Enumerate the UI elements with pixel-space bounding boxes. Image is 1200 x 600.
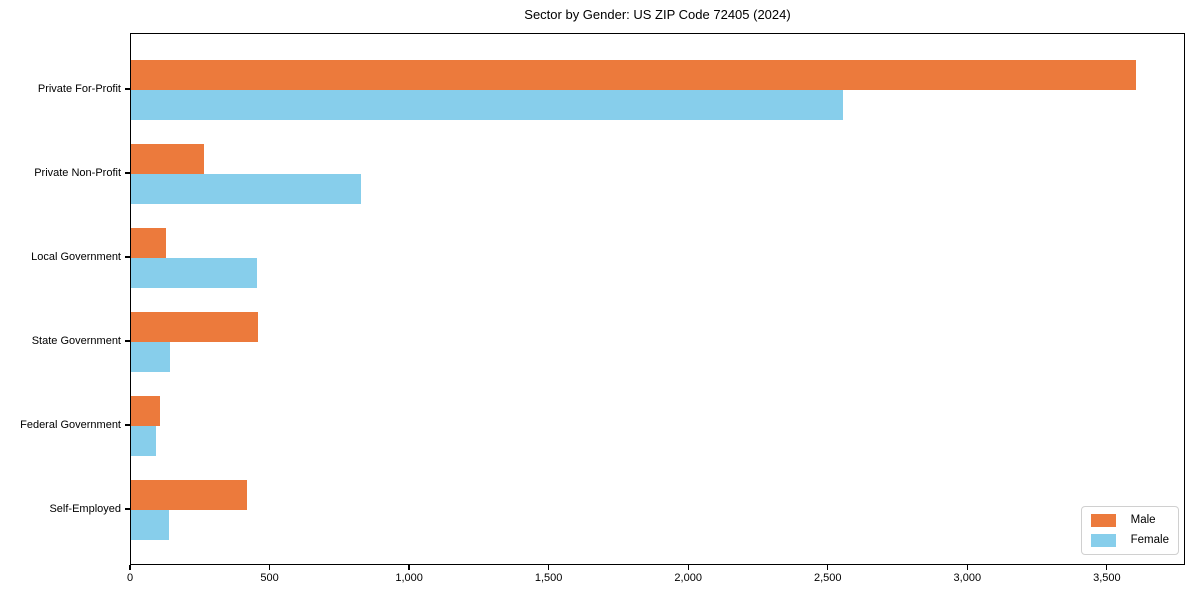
- female-bar-3: [131, 342, 171, 372]
- x-axis-tick-label: 0: [126, 572, 134, 584]
- x-axis-tick: [1106, 565, 1108, 570]
- male-bar-5: [131, 480, 247, 510]
- legend-item-male: Male: [1090, 514, 1169, 527]
- x-axis-tick: [687, 565, 689, 570]
- y-axis-tick: [125, 172, 130, 174]
- male-bar-4: [131, 396, 161, 426]
- legend-male-swatch-icon: [1090, 514, 1116, 527]
- y-axis-label: Federal Government: [20, 419, 121, 431]
- female-bar-5: [131, 510, 169, 540]
- x-axis-tick: [827, 565, 829, 570]
- y-axis-tick: [125, 340, 130, 342]
- x-axis-tick: [548, 565, 550, 570]
- male-bar-3: [131, 312, 258, 342]
- x-axis-tick-label: 500: [260, 572, 279, 584]
- x-axis-tick-label: 3,000: [953, 572, 982, 584]
- male-bar-0: [131, 60, 1136, 90]
- x-axis-tick: [408, 565, 410, 570]
- y-axis-label: Private For-Profit: [37, 83, 121, 95]
- y-axis-label: Private Non-Profit: [34, 167, 121, 179]
- y-axis-label: Self-Employed: [49, 503, 121, 515]
- x-axis-tick-label: 2,000: [674, 572, 702, 584]
- y-axis-tick: [125, 256, 130, 258]
- x-axis-tick-label: 1,000: [395, 572, 423, 584]
- female-bar-4: [131, 426, 157, 456]
- x-axis-tick: [268, 565, 271, 570]
- female-bar-1: [131, 174, 362, 204]
- x-axis-tick-label: 2,500: [813, 572, 842, 584]
- male-bar-2: [131, 228, 166, 258]
- y-axis-tick: [125, 424, 130, 426]
- female-bar-2: [131, 258, 257, 288]
- chart-title: Sector by Gender: US ZIP Code 72405 (202…: [524, 7, 791, 22]
- x-axis-tick-label: 3,500: [1093, 572, 1121, 584]
- y-axis-label: Local Government: [31, 251, 121, 263]
- legend-male-label: Male: [1130, 514, 1156, 526]
- y-axis-tick: [125, 508, 130, 510]
- legend-item-female: Female: [1090, 534, 1169, 547]
- legend: Male Female: [1080, 506, 1179, 555]
- x-axis-tick-label: 1,500: [534, 572, 563, 584]
- female-bar-0: [131, 90, 843, 120]
- y-axis-tick: [125, 88, 130, 90]
- x-axis-tick: [966, 565, 968, 570]
- legend-female-label: Female: [1130, 534, 1169, 546]
- y-axis-label: State Government: [31, 335, 121, 347]
- x-axis-tick: [129, 565, 131, 570]
- legend-female-swatch-icon: [1090, 534, 1116, 547]
- male-bar-1: [131, 144, 204, 174]
- plot-area: Male Female: [130, 33, 1185, 565]
